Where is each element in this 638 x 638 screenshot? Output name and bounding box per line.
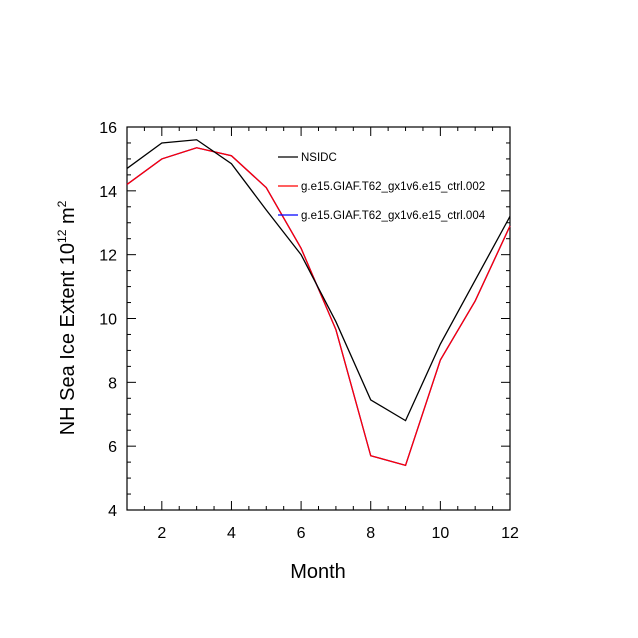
y-tick-label: 6 [108,439,117,456]
x-tick-label: 8 [366,525,375,542]
y-axis-label-exponent: 12 [55,229,69,243]
y-tick-label: 8 [108,375,117,392]
x-tick-label: 12 [501,525,519,542]
series-line-1 [126,139,511,422]
y-tick-label: 16 [99,120,117,137]
tick-labels: 2 4 6 8 10 12 4 6 8 10 12 14 16 [99,120,519,542]
x-tick-label: 6 [297,525,306,542]
y-tick-label: 14 [99,184,117,201]
axis-ticks [126,126,511,511]
x-tick-label: 4 [227,525,236,542]
y-axis-label: NH Sea Ice Extent 1012 m2 [55,200,79,435]
y-axis-label-main: NH Sea Ice Extent 10 [57,243,79,435]
legend-label: g.e15.GIAF.T62_gx1v6.e15_ctrl.002 [301,181,485,193]
y-axis-label-unit-exponent: 2 [55,200,69,207]
y-tick-label: 10 [99,312,117,329]
y-axis-label-unit: m [57,207,79,229]
x-axis-label: Month [290,561,346,583]
legend-label: NSIDC [301,152,337,164]
series-line-2 [126,147,511,467]
series-line-3 [126,147,511,467]
legend: NSIDC g.e15.GIAF.T62_gx1v6.e15_ctrl.002 g.… [278,152,486,222]
legend-label: g.e15.GIAF.T62_gx1v6.e15_ctrl.004 [301,210,486,222]
x-tick-label: 10 [431,525,449,542]
series-lines [126,139,511,467]
y-tick-label: 4 [108,503,117,520]
x-tick-label: 2 [157,525,166,542]
y-tick-label: 12 [99,248,117,265]
